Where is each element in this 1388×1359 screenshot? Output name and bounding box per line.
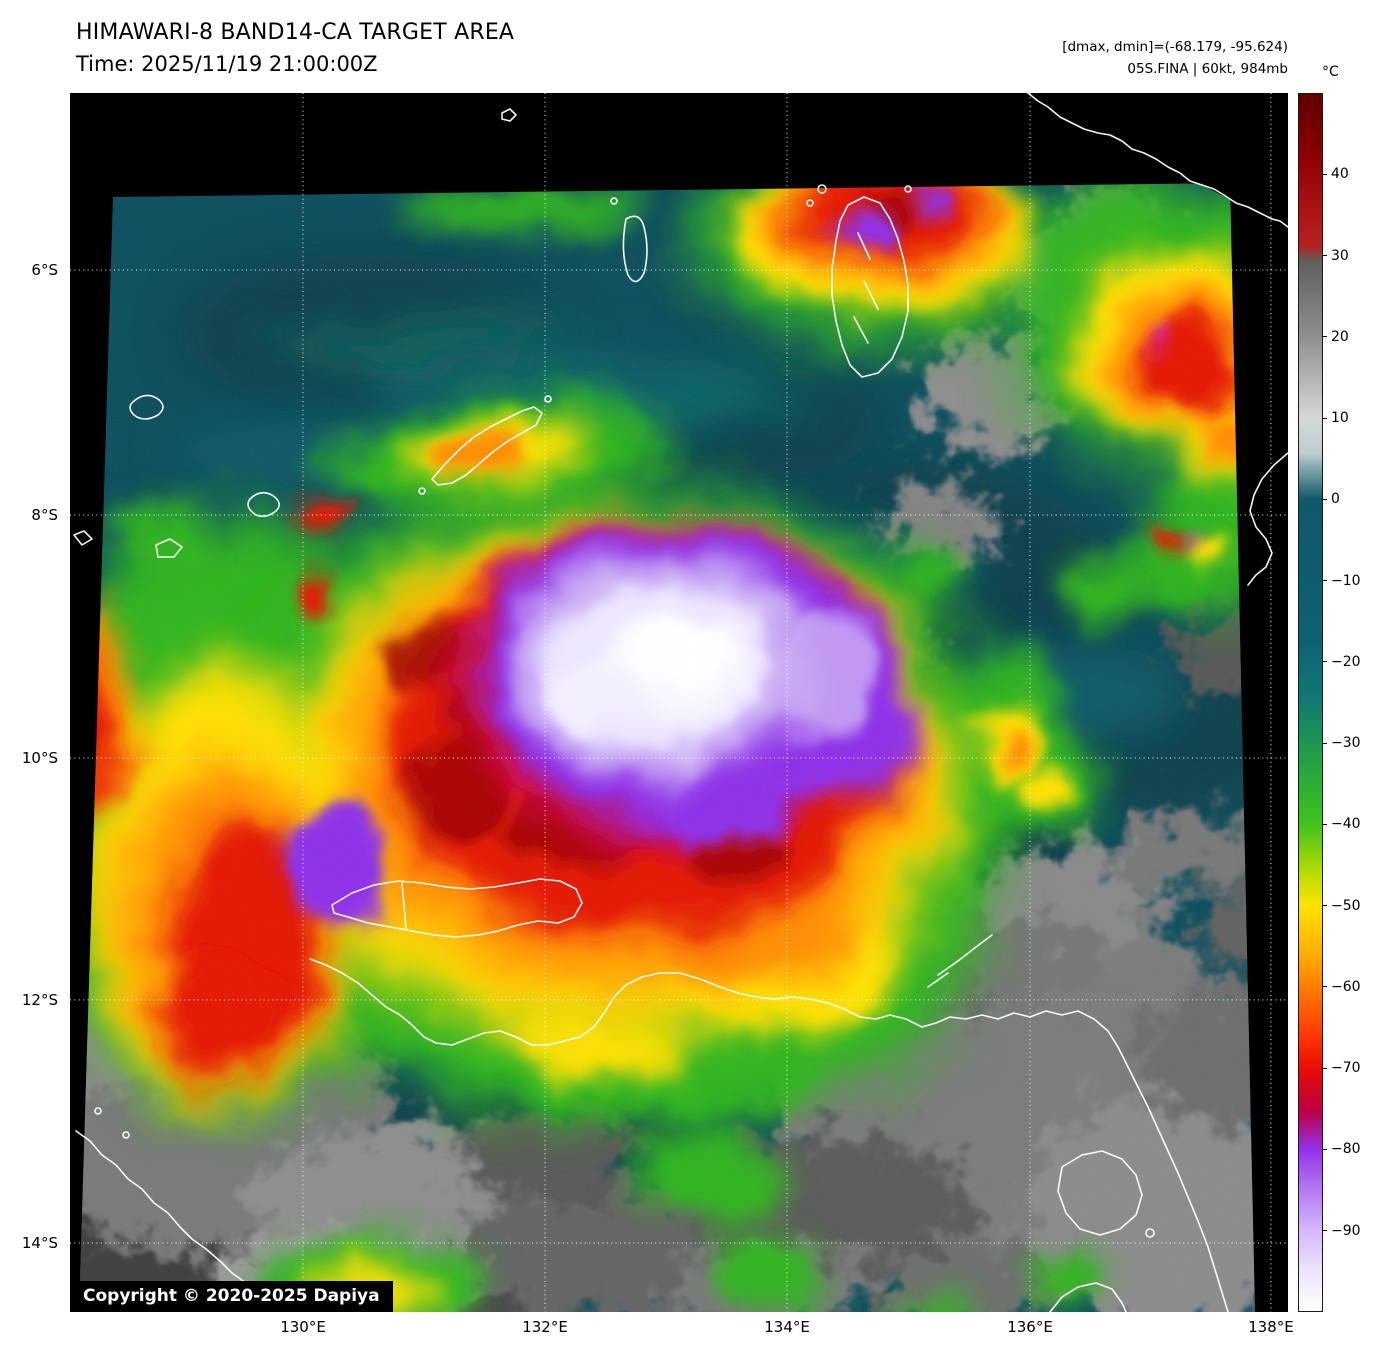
lat-axis: 6°S 8°S 10°S 12°S 14°S bbox=[0, 93, 64, 1312]
colorbar-tick-label: 20 bbox=[1331, 328, 1349, 345]
colorbar-tickmark bbox=[1323, 417, 1327, 419]
colorbar bbox=[1298, 93, 1323, 1312]
colorbar-tick: 30 bbox=[1323, 248, 1349, 264]
colorbar-tick: −60 bbox=[1323, 979, 1361, 995]
colorbar-tick-label: −80 bbox=[1331, 1141, 1361, 1158]
lat-tick-label: 8°S bbox=[31, 506, 58, 525]
scan-edge-mask bbox=[1022, 93, 1288, 229]
colorbar-tick-label: −70 bbox=[1331, 1060, 1361, 1077]
gridlines bbox=[70, 93, 1288, 1312]
colorbar-unit-label: °C bbox=[1322, 64, 1339, 80]
coastline-png-south bbox=[1247, 452, 1288, 586]
colorbar-tick-label: 10 bbox=[1331, 410, 1349, 427]
lon-tick-label: 132°E bbox=[522, 1318, 568, 1336]
lon-tick-label: 134°E bbox=[764, 1318, 810, 1336]
colorbar-tick: −30 bbox=[1323, 735, 1361, 751]
colorbar-tick: −80 bbox=[1323, 1141, 1361, 1157]
colorbar-tickmark bbox=[1323, 742, 1327, 744]
copyright-badge: Copyright © 2020-2025 Dapiya bbox=[70, 1281, 393, 1312]
colorbar-tickmark bbox=[1323, 1067, 1327, 1069]
lat-tick-label: 10°S bbox=[21, 748, 58, 767]
colorbar-tickmark bbox=[1323, 173, 1327, 175]
coastline-tiwi-islands bbox=[331, 878, 583, 938]
dmax-dmin-readout: [dmax, dmin]=(-68.179, -95.624) bbox=[1062, 39, 1288, 55]
colorbar-tickmark bbox=[1323, 661, 1327, 663]
colorbar-tick: 40 bbox=[1323, 166, 1349, 182]
coastlines bbox=[73, 93, 1288, 1312]
coastline-small-island-w1 bbox=[155, 538, 183, 558]
colorbar-tick-label: −30 bbox=[1331, 735, 1361, 752]
coastline-small-island-w2 bbox=[73, 530, 93, 546]
lat-tick-label: 6°S bbox=[31, 260, 58, 279]
coastline-groote-eylandt bbox=[1057, 1150, 1143, 1236]
coastline-new-guinea bbox=[1027, 93, 1288, 228]
colorbar-gradient bbox=[1299, 94, 1322, 1311]
coastline-leti-group bbox=[247, 491, 280, 518]
colorbar-tick: −40 bbox=[1323, 816, 1361, 832]
coastline-babar bbox=[129, 394, 164, 420]
colorbar-tickmark bbox=[1323, 986, 1327, 988]
lon-tick-label: 136°E bbox=[1007, 1318, 1053, 1336]
colorbar-tick-label: −10 bbox=[1331, 572, 1361, 589]
colorbar-tick: 20 bbox=[1323, 329, 1349, 345]
coastline-aru-islands bbox=[831, 196, 909, 378]
colorbar-tickmark bbox=[1323, 498, 1327, 500]
figure-title: HIMAWARI-8 BAND14-CA TARGET AREA bbox=[76, 20, 515, 45]
figure-timestamp: Time: 2025/11/19 21:00:00Z bbox=[76, 52, 378, 76]
colorbar-tick-label: 0 bbox=[1331, 491, 1340, 508]
colorbar-tick-label: −60 bbox=[1331, 978, 1361, 995]
colorbar-tickmark bbox=[1323, 1148, 1327, 1150]
colorbar-tick-label: −40 bbox=[1331, 816, 1361, 833]
sensor-grain-overlay bbox=[79, 183, 1255, 1312]
colorbar-tickmark bbox=[1323, 255, 1327, 257]
coastline-australia-north bbox=[309, 958, 1229, 1312]
lon-axis: 130°E 132°E 134°E 136°E 138°E bbox=[70, 1318, 1294, 1340]
colorbar-tick-label: 40 bbox=[1331, 166, 1349, 183]
colorbar-tick-label: −20 bbox=[1331, 653, 1361, 670]
coastline-tanimbar bbox=[431, 406, 543, 486]
lon-tick-label: 138°E bbox=[1248, 1318, 1294, 1336]
colorbar-tick-label: −50 bbox=[1331, 897, 1361, 914]
lon-tick-label: 130°E bbox=[280, 1318, 326, 1336]
colorbar-tick: −70 bbox=[1323, 1060, 1361, 1076]
coastline-wessel-islands bbox=[927, 934, 993, 988]
coastline-kai-islands bbox=[622, 215, 648, 283]
colorbar-tickmark bbox=[1323, 905, 1327, 907]
colorbar-tickmark bbox=[1323, 1230, 1327, 1232]
satellite-data-swath bbox=[79, 183, 1255, 1312]
colorbar-tickmark bbox=[1323, 336, 1327, 338]
colorbar-tick: −20 bbox=[1323, 654, 1361, 670]
colorbar-tick-label: 30 bbox=[1331, 247, 1349, 264]
lat-tick-label: 12°S bbox=[21, 990, 58, 1009]
colorbar-tick: −90 bbox=[1323, 1223, 1361, 1239]
colorbar-tick-label: −90 bbox=[1331, 1222, 1361, 1239]
colorbar-tickmark bbox=[1323, 823, 1327, 825]
colorbar-tick: 0 bbox=[1323, 491, 1340, 507]
colorbar-tick: −50 bbox=[1323, 898, 1361, 914]
map-plot-area: Copyright © 2020-2025 Dapiya bbox=[70, 93, 1288, 1312]
satellite-image bbox=[70, 93, 1288, 1312]
figure-info-block: [dmax, dmin]=(-68.179, -95.624) 05S.FINA… bbox=[1062, 36, 1288, 81]
colorbar-tick: 10 bbox=[1323, 410, 1349, 426]
coastline-small-island-top bbox=[501, 108, 517, 122]
coastline-pellew bbox=[1049, 1282, 1127, 1312]
colorbar-tick: −10 bbox=[1323, 573, 1361, 589]
lat-tick-label: 14°S bbox=[21, 1234, 58, 1252]
storm-info: 05S.FINA | 60kt, 984mb bbox=[1127, 61, 1288, 78]
colorbar-tickmark bbox=[1323, 580, 1327, 582]
